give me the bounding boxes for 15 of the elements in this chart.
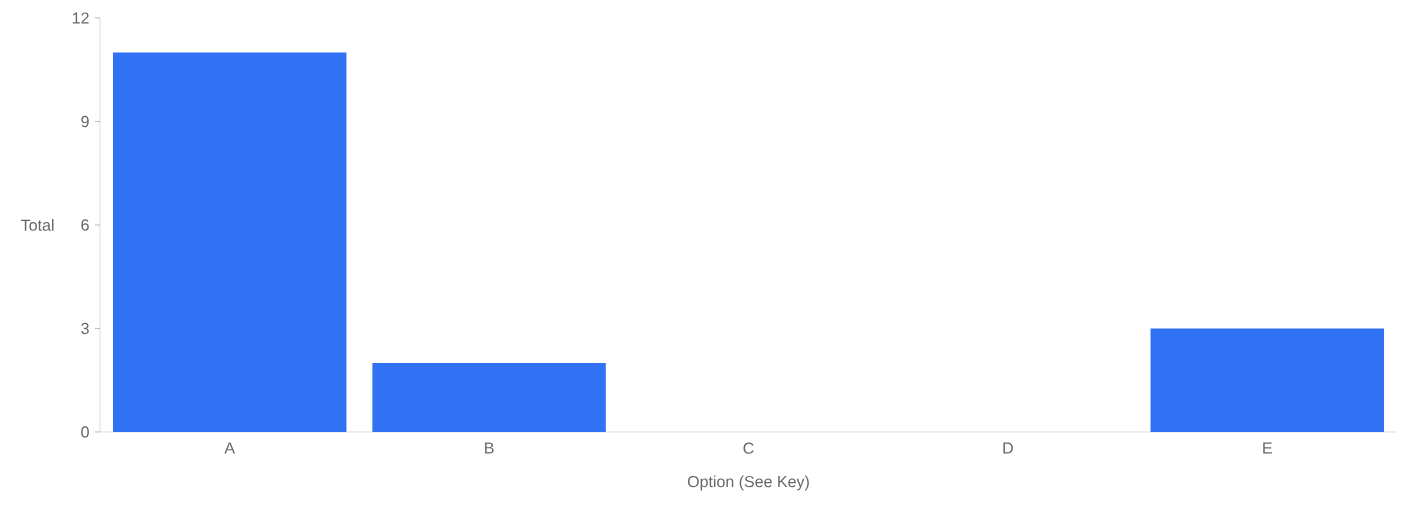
y-tick-label: 3: [81, 322, 89, 335]
x-tick-label: E: [1263, 442, 1272, 454]
y-axis-title: Total: [21, 219, 54, 231]
bar: [112, 52, 347, 432]
x-tick-label: C: [743, 442, 754, 454]
bar: [1150, 328, 1384, 432]
x-tick-label: B: [485, 442, 494, 454]
y-tick-label: 9: [81, 115, 89, 128]
x-tick-label: D: [1003, 442, 1013, 454]
x-axis-title: Option (See Key): [687, 475, 809, 491]
bar: [372, 362, 606, 432]
y-tick-label: 0: [81, 426, 89, 438]
y-tick-label: 6: [81, 219, 89, 231]
y-tick-label: 12: [72, 12, 89, 24]
x-tick-label: A: [224, 442, 236, 454]
